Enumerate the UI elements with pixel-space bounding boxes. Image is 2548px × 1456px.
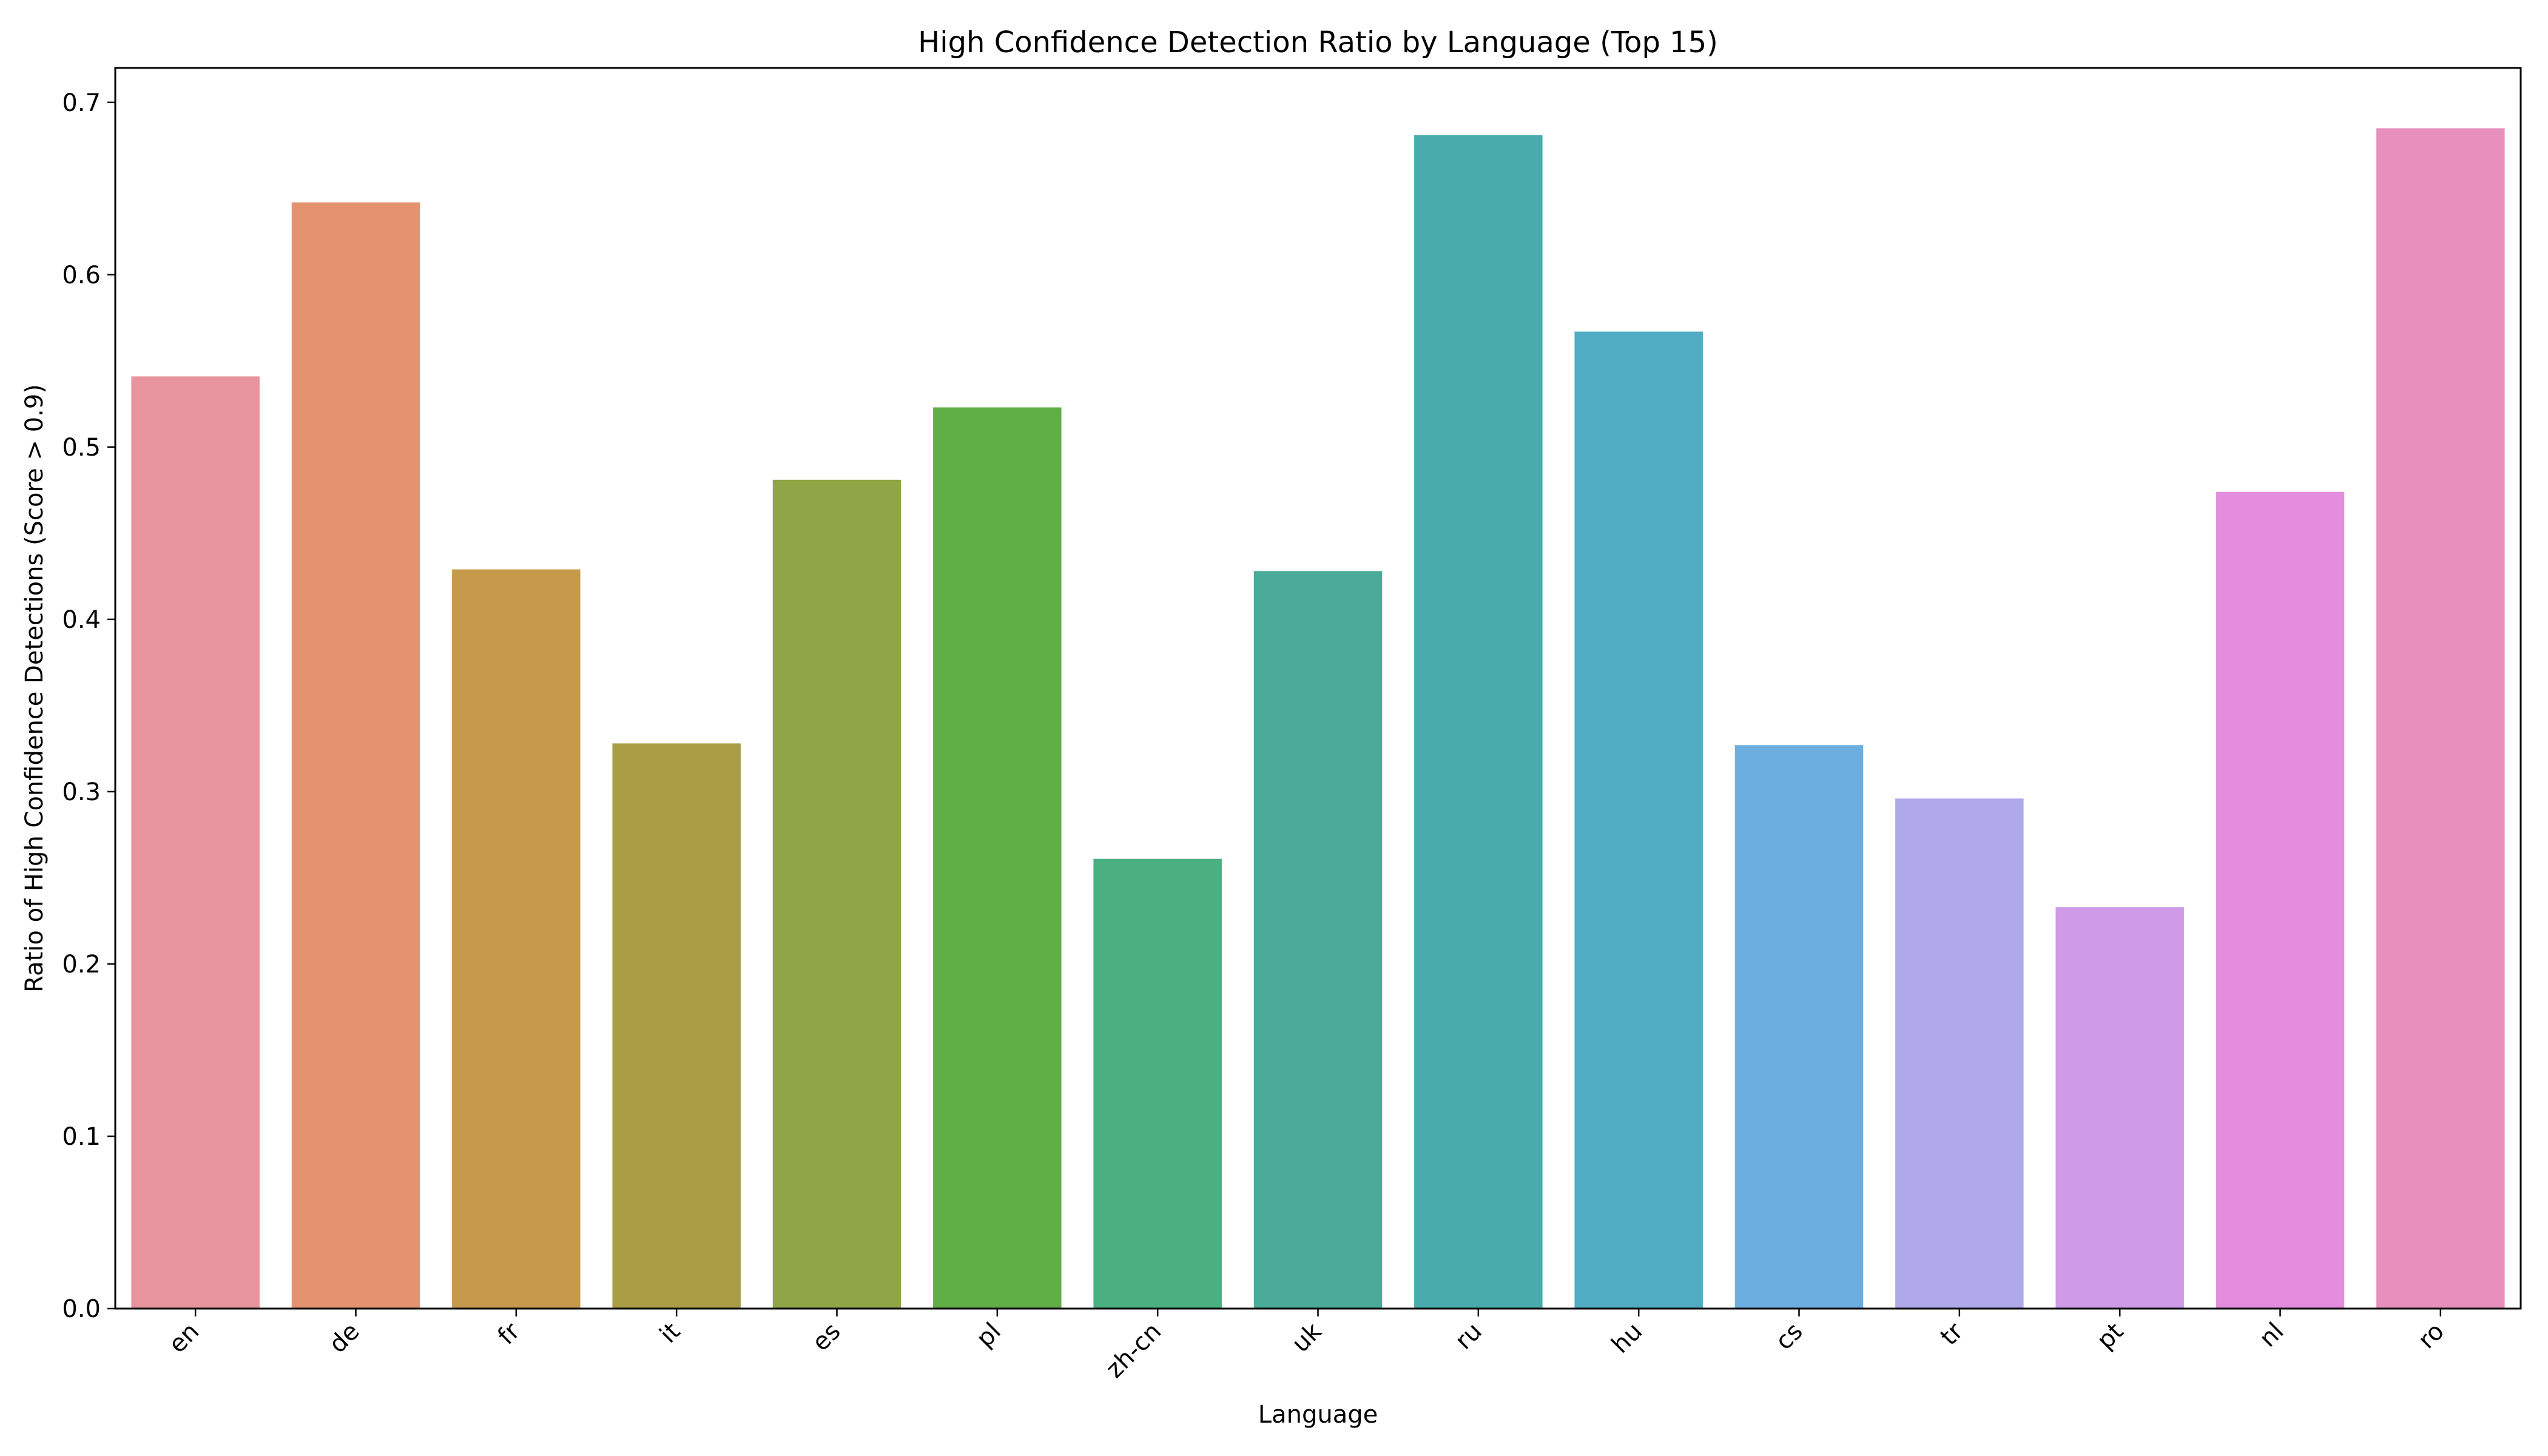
bar-hu bbox=[1574, 331, 1703, 1309]
y-tick-label: 0.1 bbox=[62, 1123, 101, 1151]
x-tick-label: zh-cn bbox=[1100, 1318, 1167, 1384]
y-tick-label: 0.5 bbox=[62, 434, 101, 462]
bar-ro bbox=[2376, 128, 2505, 1309]
x-tick-label: cs bbox=[1770, 1318, 1808, 1356]
x-tick-label: ru bbox=[1450, 1318, 1488, 1355]
bar-en bbox=[131, 376, 260, 1309]
x-tick-label: nl bbox=[2254, 1318, 2289, 1353]
y-tick-label: 0.0 bbox=[62, 1295, 101, 1323]
bars-layer bbox=[131, 128, 2505, 1309]
bar-pl bbox=[933, 407, 1062, 1309]
x-tick-label: uk bbox=[1287, 1317, 1327, 1358]
x-tick-label: fr bbox=[493, 1317, 526, 1350]
x-axis-label: Language bbox=[1258, 1401, 1378, 1429]
chart-title: High Confidence Detection Ratio by Langu… bbox=[918, 25, 1718, 59]
y-axis-label: Ratio of High Confidence Detections (Sco… bbox=[21, 384, 49, 993]
x-tick-label: ro bbox=[2413, 1318, 2450, 1355]
y-tick-label: 0.2 bbox=[62, 951, 101, 979]
bar-tr bbox=[1895, 798, 2024, 1309]
plot-frame bbox=[114, 67, 2522, 1310]
y-axis-ticks: 0.0 0.1 0.2 0.3 0.4 0.5 0.6 0.7 bbox=[62, 89, 115, 1323]
bar-ru bbox=[1414, 135, 1543, 1309]
bar-it bbox=[612, 743, 741, 1309]
bar-es bbox=[772, 479, 902, 1309]
x-tick-label: it bbox=[655, 1318, 686, 1349]
bar-cs bbox=[1734, 745, 1864, 1309]
bar-fr bbox=[452, 569, 581, 1309]
y-tick-label: 0.4 bbox=[62, 606, 101, 634]
bar-uk bbox=[1253, 571, 1383, 1309]
y-tick-label: 0.6 bbox=[62, 261, 101, 289]
x-tick-label: pt bbox=[2092, 1318, 2129, 1355]
bar-de bbox=[291, 202, 420, 1309]
x-tick-label: es bbox=[807, 1318, 846, 1357]
y-tick-label: 0.3 bbox=[62, 778, 101, 806]
x-tick-label: en bbox=[163, 1318, 204, 1359]
x-tick-label: pl bbox=[971, 1318, 1006, 1353]
bar-nl bbox=[2216, 491, 2345, 1309]
y-tick-label: 0.7 bbox=[62, 89, 101, 117]
x-axis-ticks: en de fr it es pl zh-cn uk ru hu cs tr pt nl ro bbox=[163, 1309, 2450, 1384]
bar-zh-cn bbox=[1093, 858, 1222, 1309]
x-tick-label: tr bbox=[1935, 1317, 1969, 1351]
x-tick-label: hu bbox=[1606, 1318, 1648, 1359]
x-tick-label: de bbox=[324, 1318, 365, 1359]
bar-pt bbox=[2055, 907, 2184, 1309]
